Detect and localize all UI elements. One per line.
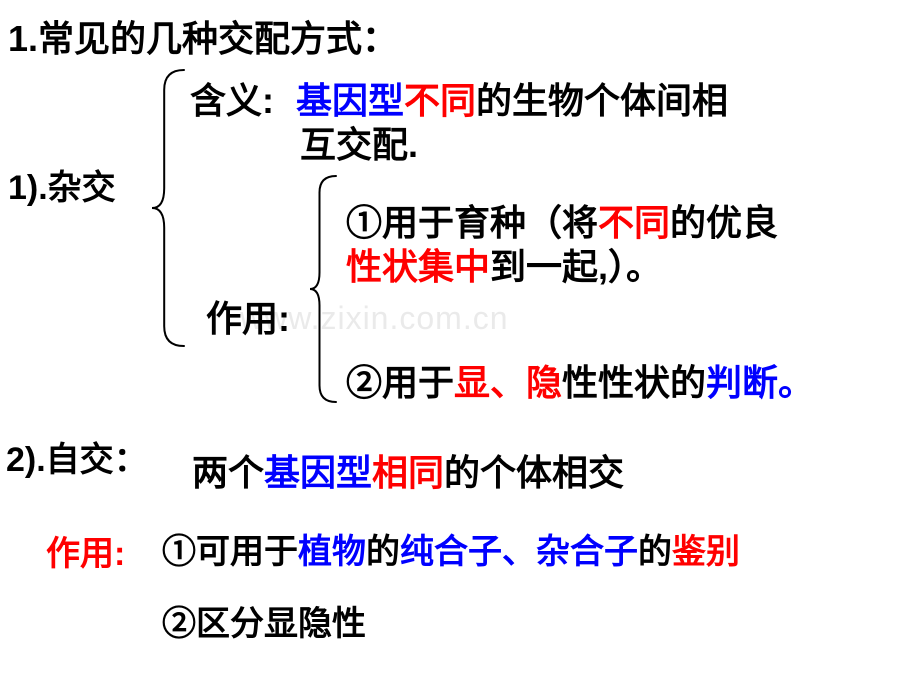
text-span: 到一起,）。 [490, 246, 662, 287]
meaning-label: 含义: [190, 72, 274, 124]
text-span: 两个 [192, 452, 264, 493]
text-span: 的个体相交 [444, 452, 624, 493]
item2-effect2: ②区分显隐性 [162, 596, 366, 645]
text-span: ①用于育种（将 [346, 202, 598, 243]
text-span: 判断。 [706, 362, 814, 403]
item2-effect1: ①可用于植物的纯合子、杂合子的鉴别 [162, 524, 740, 573]
text-span: 不同 [404, 80, 476, 121]
effect1-line2: 性状集中到一起,）。 [346, 238, 662, 290]
text-span: ： [114, 441, 148, 479]
text-span: 2).自交 [6, 441, 114, 479]
text-span: 作用 [46, 535, 114, 573]
text-span: 的优良 [670, 202, 778, 243]
text-span: 的 [638, 533, 672, 571]
text-span: 显、隐 [454, 362, 562, 403]
item2-label: 2).自交： [6, 432, 148, 481]
text-span: 纯合子、杂合子 [400, 533, 638, 571]
title: 1.常见的几种交配方式： [8, 10, 398, 62]
brace-icon [308, 174, 338, 404]
item1-label: 1).杂交 [8, 160, 116, 209]
text-span: 性状集中 [346, 246, 490, 287]
text-span: 相同 [372, 452, 444, 493]
effect-label: 作用: [206, 290, 290, 342]
text-span: 的 [366, 533, 400, 571]
text-span: 的生物个体间相 [476, 80, 728, 121]
text-span: 植物 [298, 533, 366, 571]
text-span: 性性状的 [562, 362, 706, 403]
text-span: 互交配. [300, 124, 418, 165]
text-span: 基因型 [264, 452, 372, 493]
text-span: 不同 [598, 202, 670, 243]
brace-icon [150, 68, 186, 348]
item2-def: 两个基因型相同的个体相交 [192, 444, 624, 496]
text-span: ②用于 [346, 362, 454, 403]
text-span: 鉴别 [672, 533, 740, 571]
text-span: : [114, 535, 125, 573]
text-span: 基因型 [296, 80, 404, 121]
text-span: ②区分显隐性 [162, 605, 366, 643]
effect2-line: ②用于显、隐性性状的判断。 [346, 354, 814, 406]
text-span: ①可用于 [162, 533, 298, 571]
meaning-line2: 互交配. [300, 116, 418, 168]
item2-effect-label: 作用: [46, 526, 125, 575]
